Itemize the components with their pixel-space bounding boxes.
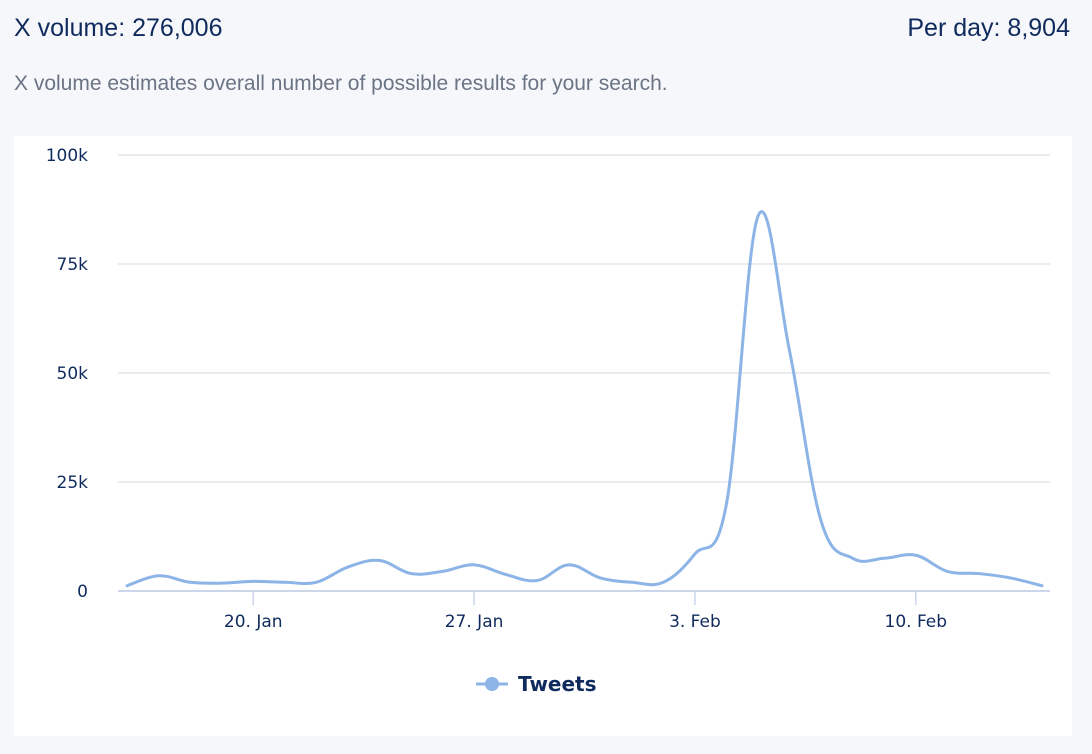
legend-item-tweets[interactable]: Tweets [476, 672, 597, 696]
tweets-series-line [125, 210, 1044, 588]
volume-description: X volume estimates overall number of pos… [14, 72, 668, 95]
x-tick-label: 20. Jan [224, 612, 283, 632]
volume-per-day: Per day: 8,904 [907, 14, 1070, 42]
volume-total: X volume: 276,006 [14, 14, 223, 42]
y-tick-label: 75k [57, 255, 89, 275]
y-tick-label: 25k [57, 473, 89, 493]
y-tick-label: 100k [46, 146, 88, 166]
x-tick-label: 27. Jan [445, 612, 504, 632]
chart-card [14, 136, 1072, 736]
x-tick-label: 10. Feb [885, 612, 948, 632]
y-tick-label: 0 [77, 582, 88, 602]
legend-label: Tweets [518, 672, 597, 696]
x-tick-label: 3. Feb [669, 612, 721, 632]
y-tick-label: 50k [57, 364, 89, 384]
legend-marker-icon [485, 677, 499, 691]
